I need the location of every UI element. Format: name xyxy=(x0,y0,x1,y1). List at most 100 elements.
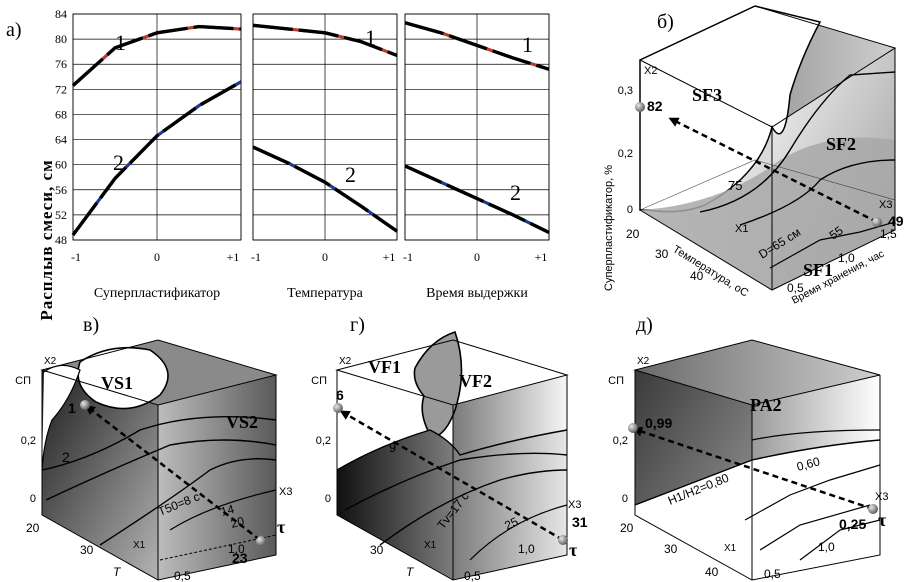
t-tick-30: 30 xyxy=(655,247,669,261)
ylabel: Суперпластификатор, % xyxy=(603,165,615,291)
top-face xyxy=(635,340,880,405)
h-tick-15: 1,5 xyxy=(880,227,897,241)
panel-a: а) Расплыв смеси, см 84 80 76 72 68 64 60 56 52 4… xyxy=(6,7,550,321)
right-face xyxy=(158,375,276,580)
y-tick-label: 80 xyxy=(55,32,67,46)
y-tick-label: 72 xyxy=(55,82,67,96)
isoline-label-25: 25 xyxy=(502,514,520,532)
curve-label-1: 1 xyxy=(522,32,533,57)
y-tick-label: 60 xyxy=(55,158,67,172)
isoline-b xyxy=(45,439,277,501)
tau-label: τ xyxy=(878,510,887,530)
tau-label: τ xyxy=(277,517,286,537)
surface-lower xyxy=(640,137,895,290)
tau-label: τ xyxy=(569,540,578,560)
region-label-sf3: SF3 xyxy=(692,85,722,105)
point-start-label: 49 xyxy=(888,213,904,229)
point-end-ball xyxy=(635,102,645,112)
axis-x3-label: X3 xyxy=(568,499,581,511)
axis-x2-label: X2 xyxy=(339,356,352,367)
z-tick-0: 0,3 xyxy=(618,85,633,97)
cube-outline xyxy=(633,339,881,581)
axis-x3-label: X3 xyxy=(279,486,292,498)
panel-d: д) PA2 H1/H2=0,80 0,60 0,25 0,99 СП 0,2 … xyxy=(608,314,888,581)
t-tick-20: 20 xyxy=(620,521,634,535)
x-tick-label: -1 xyxy=(71,250,81,264)
y-tick-label: 56 xyxy=(55,183,67,197)
y-tick-label: 48 xyxy=(55,233,67,247)
panel-b: б) SF3 SF2 SF1 75 D=65 см 55 49 82 0,3 0… xyxy=(603,5,904,307)
t-axis-label: T xyxy=(113,565,122,579)
t-tick-30: 30 xyxy=(664,542,678,556)
z-tick-0: 0 xyxy=(622,493,628,505)
region-label-vf1: VF1 xyxy=(368,357,401,377)
curve-label-1: 1 xyxy=(365,25,376,50)
z-tick-1: 0,2 xyxy=(618,148,633,160)
x-tick-label: +1 xyxy=(535,250,548,264)
lower-surface xyxy=(635,440,880,580)
isoline-label-20: 20 xyxy=(229,514,246,531)
point-start-ball xyxy=(558,535,568,545)
optimization-arrow xyxy=(85,404,261,541)
subplot-3: -1 0 +1 Время выдержки xyxy=(403,13,550,301)
point-end-ball xyxy=(80,400,90,410)
h-tick-10: 1,0 xyxy=(518,542,535,556)
isoline-upper xyxy=(751,429,881,441)
t-tick-30: 30 xyxy=(370,543,384,557)
region-label-pa2: PA2 xyxy=(750,395,782,415)
h-tick-05: 0,5 xyxy=(464,569,481,582)
isoline-a xyxy=(41,415,277,471)
x-tick-label: 0 xyxy=(322,250,328,264)
h-tick-05: 0,5 xyxy=(787,281,804,295)
h-tick-10: 1,0 xyxy=(838,251,855,265)
x-tick-label: 0 xyxy=(474,250,480,264)
z-tick-02: 0,2 xyxy=(613,435,628,447)
cube-outline xyxy=(40,339,278,581)
point-start-ball xyxy=(868,504,878,514)
point-end-label: 6 xyxy=(336,387,344,403)
cube-outline xyxy=(638,5,897,230)
point-end-label: 0,99 xyxy=(645,415,672,431)
isoline-label-060: 0,60 xyxy=(795,454,821,474)
y-tick-label: 52 xyxy=(55,208,67,222)
panel-v-letter: в) xyxy=(83,314,99,336)
cube-outline xyxy=(335,339,569,581)
panel-a-ylabel: Расплыв смеси, см xyxy=(37,159,56,320)
point-start-ball xyxy=(256,536,266,546)
isoline-label-2: 2 xyxy=(62,449,70,465)
isoline-c xyxy=(379,469,568,546)
x-tick-label: -1 xyxy=(251,250,261,264)
z-tick-02: 0,2 xyxy=(316,435,331,447)
t-tick-20: 20 xyxy=(626,227,640,241)
curve-label-1: 1 xyxy=(115,30,126,55)
curve-label-2: 2 xyxy=(113,150,124,175)
axis-x2-label: X2 xyxy=(644,65,657,77)
h-tick-10: 1,0 xyxy=(228,542,245,556)
x-tick-label: +1 xyxy=(227,250,240,264)
t-axis-label: T xyxy=(406,565,415,579)
isoline-c xyxy=(99,458,277,546)
panel-g-letter: г) xyxy=(350,314,365,336)
optimization-arrow xyxy=(668,117,878,224)
axis-x1-label: X1 xyxy=(424,540,437,551)
t-tick-40: 40 xyxy=(705,565,719,579)
axis-x2-label: X2 xyxy=(637,356,650,367)
y-tick-label: 76 xyxy=(55,57,67,71)
t-tick-20: 20 xyxy=(26,521,40,535)
axis-x2-label: X2 xyxy=(44,356,57,367)
isoline-d xyxy=(469,504,568,561)
point-start-label: 31 xyxy=(572,514,588,530)
h-tick-05: 0,5 xyxy=(174,569,191,582)
region-label-vs1: VS1 xyxy=(101,373,133,393)
cube-edges xyxy=(639,60,896,291)
point-end-ball xyxy=(628,423,638,433)
point-end-label: 1 xyxy=(68,400,76,416)
point-start-label: 23 xyxy=(232,550,248,566)
isoline-75-curve xyxy=(699,71,896,213)
subplot-1: -1 0 +1 Суперпластификатор xyxy=(71,13,242,301)
panel-d-letter: д) xyxy=(636,314,653,336)
isoline-label-9: 9 xyxy=(389,440,396,455)
z-tick-sp: СП xyxy=(608,375,624,387)
lower-surface xyxy=(337,430,567,580)
